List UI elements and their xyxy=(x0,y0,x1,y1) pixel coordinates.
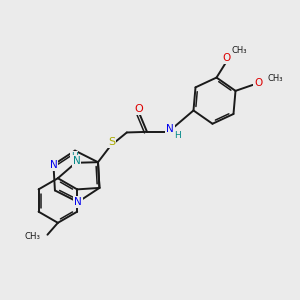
Text: N: N xyxy=(50,160,57,170)
Text: N: N xyxy=(166,124,174,134)
Text: CH₃: CH₃ xyxy=(268,74,283,83)
Text: O: O xyxy=(254,77,262,88)
Text: H: H xyxy=(174,131,181,140)
Text: N: N xyxy=(74,197,82,207)
Text: H: H xyxy=(71,152,78,161)
Text: CH₃: CH₃ xyxy=(231,46,247,55)
Text: S: S xyxy=(108,137,115,147)
Text: O: O xyxy=(222,53,230,63)
Text: O: O xyxy=(135,104,143,114)
Text: N: N xyxy=(73,156,80,166)
Text: CH₃: CH₃ xyxy=(24,232,40,241)
